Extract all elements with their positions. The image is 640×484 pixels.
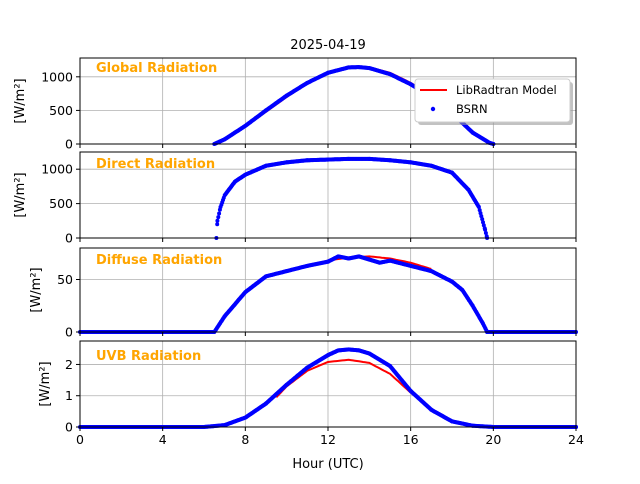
x-tick-label: 24 bbox=[568, 432, 584, 447]
x-axis-label: Hour (UTC) bbox=[292, 457, 363, 472]
panel-label: Diffuse Radiation bbox=[96, 253, 222, 268]
bsrn-point bbox=[479, 214, 484, 219]
bsrn-point bbox=[477, 208, 482, 213]
y-tick-label: 2 bbox=[65, 357, 73, 372]
y-axis-label: [W/m²] bbox=[29, 267, 44, 312]
legend-box bbox=[414, 78, 571, 123]
y-axis-label: [W/m²] bbox=[13, 78, 28, 123]
y-tick-label: 0 bbox=[65, 325, 73, 340]
bsrn-point bbox=[480, 217, 485, 222]
legend-bsrn-label: BSRN bbox=[456, 102, 488, 116]
bsrn-point bbox=[483, 227, 488, 232]
x-tick-label: 20 bbox=[485, 432, 501, 447]
y-axis-label: [W/m²] bbox=[38, 361, 53, 406]
y-tick-label: 0 bbox=[65, 137, 73, 152]
y-axis-label: [W/m²] bbox=[13, 172, 28, 217]
bsrn-point bbox=[476, 205, 481, 209]
panel-direct-radiation: 0 500 1000 [W/m²] Direct Radiation bbox=[13, 151, 577, 246]
bsrn-point bbox=[481, 223, 486, 228]
y-tick-label: 1000 bbox=[41, 69, 73, 84]
bsrn-point bbox=[478, 211, 483, 216]
x-tick-label: 16 bbox=[403, 432, 419, 447]
y-tick-label: 1 bbox=[65, 388, 73, 403]
legend-bsrn-swatch bbox=[430, 106, 436, 112]
y-tick-label: 500 bbox=[49, 196, 73, 211]
legend: LibRadtran Model BSRN bbox=[414, 78, 573, 125]
legend-model-label: LibRadtran Model bbox=[456, 83, 557, 97]
bsrn-point bbox=[216, 215, 221, 220]
bsrn-point bbox=[483, 231, 488, 235]
y-tick-label: 500 bbox=[49, 103, 73, 118]
chart-title: 2025-04-19 bbox=[290, 38, 366, 53]
y-tick-label: 1000 bbox=[41, 162, 73, 177]
bsrn-point bbox=[215, 222, 220, 227]
y-tick-label: 0 bbox=[65, 231, 73, 246]
bsrn-point bbox=[481, 220, 485, 225]
bsrn-point bbox=[217, 211, 222, 216]
y-tick-label: 0 bbox=[65, 420, 73, 435]
x-tick-label: 12 bbox=[320, 432, 336, 447]
x-tick-label: 0 bbox=[76, 432, 84, 447]
panel-diffuse-radiation: 0 50 [W/m²] Diffuse Radiation bbox=[29, 247, 578, 340]
panel-label: UVB Radiation bbox=[96, 349, 201, 364]
x-tick-label: 4 bbox=[159, 432, 167, 447]
bsrn-point bbox=[215, 218, 220, 223]
panel-label: Direct Radiation bbox=[96, 157, 215, 172]
x-tick-label: 8 bbox=[241, 432, 249, 447]
y-tick-label: 50 bbox=[57, 272, 73, 287]
panel-label: Global Radiation bbox=[96, 61, 217, 76]
